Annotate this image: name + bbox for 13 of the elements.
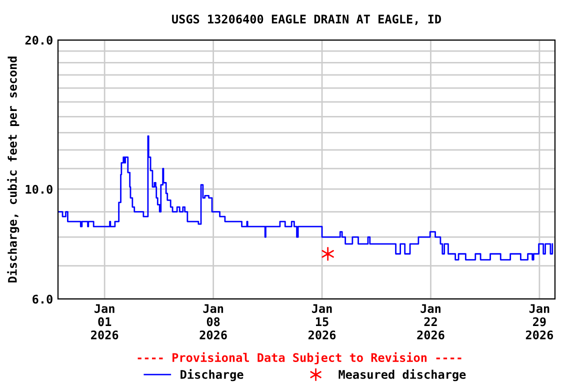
- x-tick-label: Jan 01 2026: [91, 304, 118, 340]
- y-axis-title: Discharge, cubic feet per second: [7, 56, 20, 282]
- x-tick-label: Jan 29 2026: [526, 304, 554, 340]
- y-tick-label: 6.0: [32, 294, 52, 304]
- x-tick-label: Jan 08 2026: [200, 304, 227, 340]
- text: ---- Provisional Data Subject to Revision ----: [138, 352, 462, 364]
- x-tick-label: Jan 15 2026: [308, 304, 336, 340]
- x-tick-label: Jan 22 2026: [417, 304, 444, 340]
- y-tick-label: 10.0: [26, 184, 52, 194]
- legend-label: Discharge: [180, 369, 244, 382]
- legend-label: Measured discharge: [338, 369, 466, 382]
- chart-title: USGS 13206400 EAGLE DRAIN AT EAGLE, ID: [172, 14, 442, 25]
- y-tick-label: 20.0: [25, 36, 52, 45]
